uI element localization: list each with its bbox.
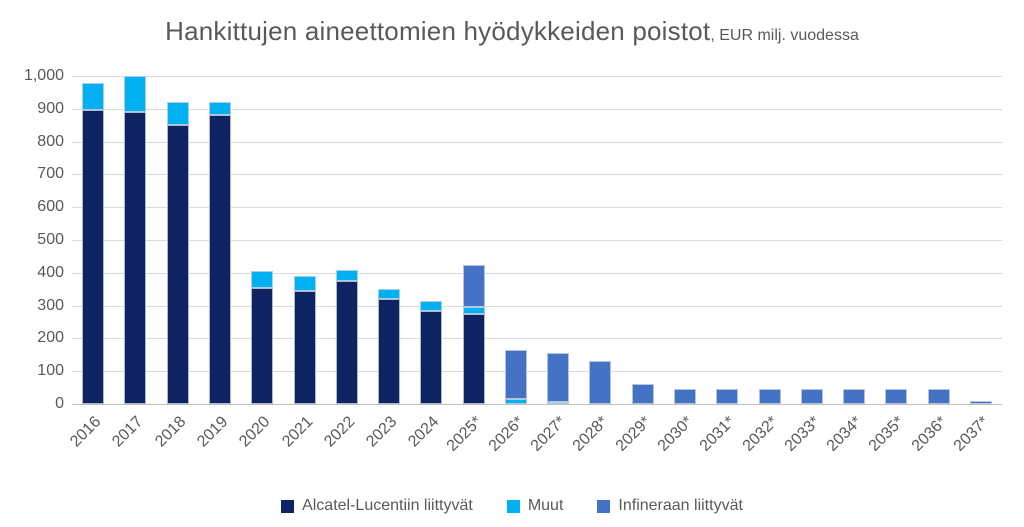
chart-title-text: Hankittujen aineettomien hyödykkeiden po… xyxy=(165,16,711,46)
y-axis-tick-label: 500 xyxy=(37,231,64,248)
gridline xyxy=(72,141,1002,143)
bar-segment-alcatel-lucent xyxy=(420,310,443,404)
gridline xyxy=(72,338,1002,340)
bar-segment-infinera xyxy=(547,353,570,403)
bar-segment-muut xyxy=(335,269,358,281)
y-axis-tick-label: 200 xyxy=(37,329,64,347)
y-axis-tick-label: 900 xyxy=(37,99,64,117)
chart-title-unit: , EUR milj. vuodessa xyxy=(710,27,859,44)
bar-segment-alcatel-lucent xyxy=(293,290,316,404)
bar-segment-infinera xyxy=(673,389,696,404)
bar-segment-infinera xyxy=(800,389,823,404)
x-axis-line xyxy=(72,404,1002,405)
bar-segment-alcatel-lucent xyxy=(462,313,485,404)
y-axis-tick-label: 700 xyxy=(37,165,64,183)
bar-segment-alcatel-lucent xyxy=(335,281,358,404)
gridline xyxy=(72,305,1002,307)
y-axis-tick-label: 100 xyxy=(37,362,64,380)
bar-segment-infinera xyxy=(504,349,527,400)
legend-swatch-infinera xyxy=(597,499,611,513)
gridline xyxy=(72,207,1002,209)
bar-segment-muut xyxy=(547,402,570,404)
bar-segment-muut xyxy=(208,102,231,116)
bar-segment-infinera xyxy=(969,401,992,404)
bar-segment-infinera xyxy=(462,264,485,308)
y-axis-tick-label: 600 xyxy=(37,198,64,216)
legend: Alcatel-Lucentiin liittyvät Muut Infineraa… xyxy=(0,497,1024,515)
bar-segment-infinera xyxy=(758,389,781,404)
y-axis-tick-label: 800 xyxy=(37,132,64,150)
y-axis-tick-label: 1,000 xyxy=(23,67,64,84)
bar-segment-alcatel-lucent xyxy=(378,299,401,404)
bar-segment-alcatel-lucent xyxy=(124,112,147,404)
gridline xyxy=(72,272,1002,274)
bar-segment-infinera xyxy=(927,389,950,404)
legend-label: Alcatel-Lucentiin liittyvät xyxy=(302,497,473,514)
bar-segment-muut xyxy=(293,276,316,291)
bar-segment-muut xyxy=(124,76,147,113)
bar-segment-infinera xyxy=(716,389,739,404)
bar-segment-alcatel-lucent xyxy=(166,125,189,404)
y-axis-tick-label: 0 xyxy=(55,395,64,412)
bar-segment-alcatel-lucent xyxy=(82,110,105,404)
bar-segment-infinera xyxy=(843,389,866,404)
bar-segment-muut xyxy=(420,300,443,311)
chart-title: Hankittujen aineettomien hyödykkeiden po… xyxy=(0,16,1024,47)
legend-item-alcatel-lucent: Alcatel-Lucentiin liittyvät xyxy=(281,497,473,515)
bar-segment-muut xyxy=(251,271,274,288)
y-axis-tick-label: 400 xyxy=(37,263,64,281)
bar-segment-infinera xyxy=(631,384,654,404)
bar-segment-muut xyxy=(504,399,527,404)
bar-segment-muut xyxy=(378,289,401,300)
bar-segment-muut xyxy=(166,102,189,126)
legend-swatch-muut xyxy=(506,499,520,513)
bar-segment-infinera xyxy=(885,389,908,404)
plot-area xyxy=(72,76,1002,405)
gridline xyxy=(72,174,1002,176)
gridline xyxy=(72,371,1002,373)
gridline xyxy=(72,108,1002,110)
legend-label: Infineraan liittyvät xyxy=(618,497,743,514)
y-axis-tick-label: 300 xyxy=(37,296,64,314)
legend-item-infinera: Infineraan liittyvät xyxy=(597,497,743,515)
legend-label: Muut xyxy=(527,497,564,514)
bar-segment-alcatel-lucent xyxy=(208,115,231,404)
bar-segment-infinera xyxy=(589,361,612,404)
bar-segment-muut xyxy=(82,82,105,111)
bar-segment-alcatel-lucent xyxy=(251,287,274,404)
gridline xyxy=(72,76,1002,77)
legend-item-muut: Muut xyxy=(506,497,564,515)
legend-swatch-alcatel-lucent xyxy=(281,499,295,513)
bar-segment-muut xyxy=(462,307,485,314)
gridline xyxy=(72,240,1002,241)
